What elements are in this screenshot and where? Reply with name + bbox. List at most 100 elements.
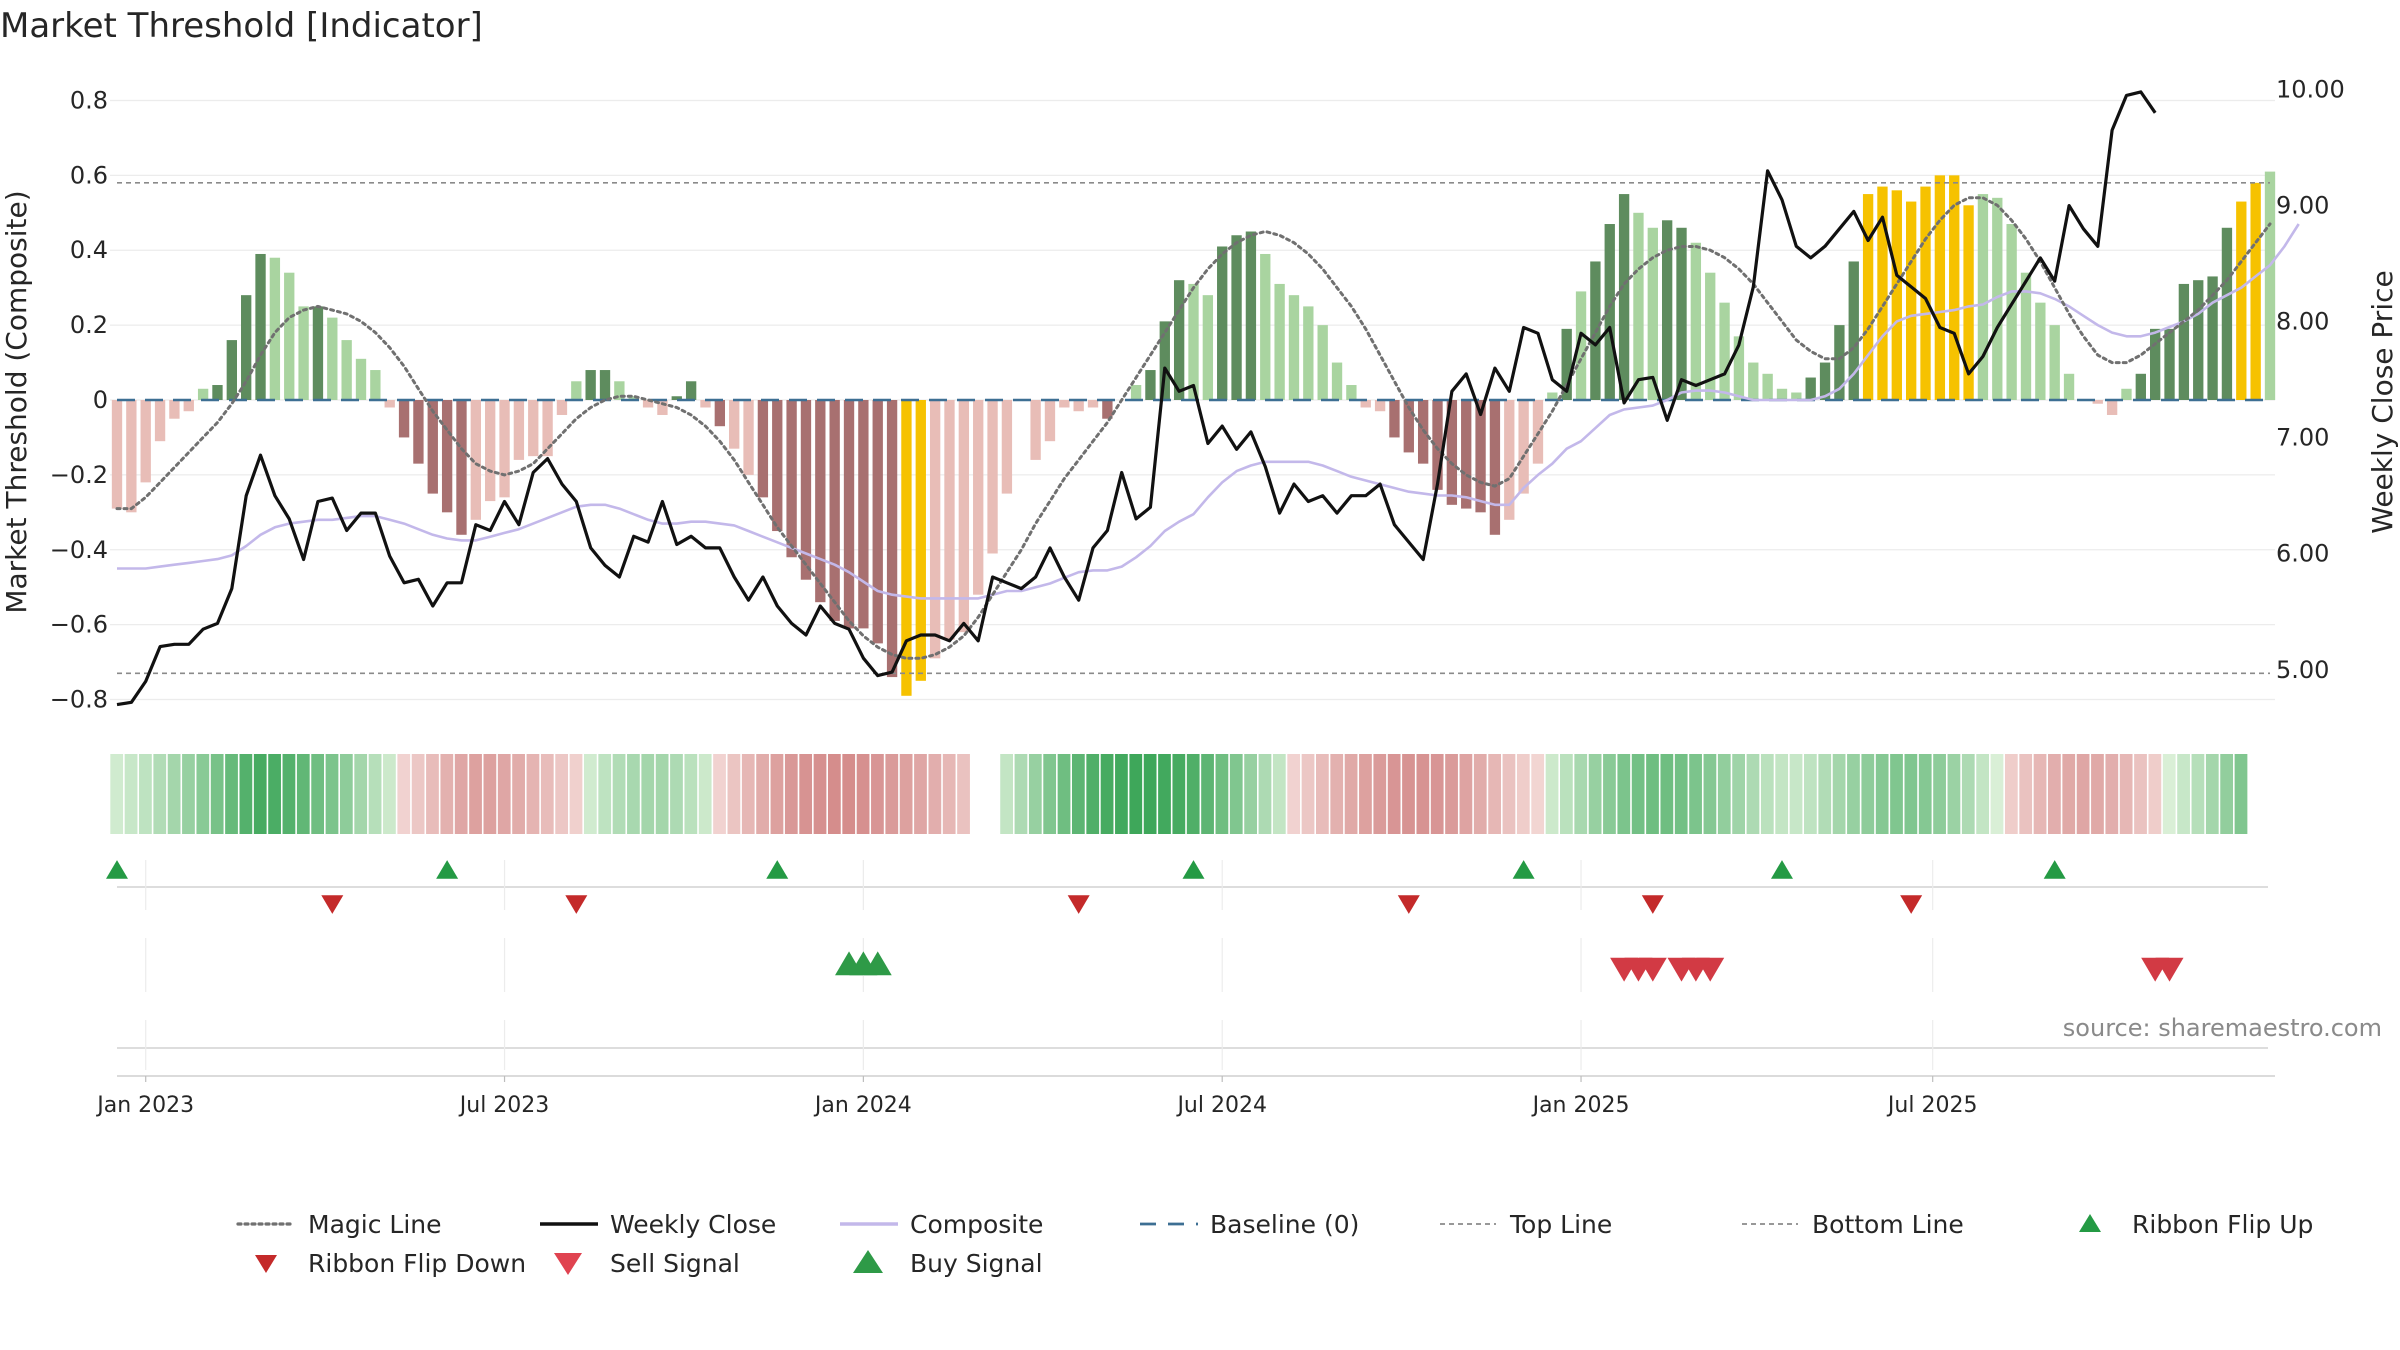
- legend-label: Buy Signal: [910, 1249, 1043, 1278]
- composite-bar: [1719, 302, 1730, 400]
- ribbon-cell: [397, 754, 411, 834]
- ribbon-cell: [153, 754, 167, 834]
- ribbon-cell: [2119, 754, 2133, 834]
- composite-bar: [1633, 212, 1644, 400]
- ribbon-cell: [756, 754, 769, 834]
- composite-bar: [1245, 231, 1257, 400]
- reference-lines: [117, 182, 2270, 675]
- ribbon-cell: [1947, 754, 1961, 834]
- composite-bar: [714, 400, 726, 427]
- axes: 0.8 0.6 0.4 0.2 0 −0.2 −0.4 −0.6 −0.8 10.00 9.00 8.…: [0, 76, 2399, 714]
- composite-bar: [2264, 171, 2276, 400]
- composite-bar: [298, 306, 309, 400]
- composite-bar: [1776, 388, 1788, 400]
- ribbon-cell: [124, 754, 138, 834]
- ribbon-cell: [813, 754, 827, 834]
- magic-line: [115, 196, 2272, 660]
- composite-bar: [858, 400, 869, 629]
- composite-bar: [1130, 385, 1142, 400]
- composite-bar: [513, 400, 525, 460]
- ribbon-cell: [684, 754, 698, 834]
- composite-bar: [485, 400, 496, 502]
- ribbon-cell: [526, 754, 540, 834]
- y-tick-label: −0.4: [50, 536, 108, 564]
- composite-bar: [269, 257, 281, 400]
- ribbon-cell: [1603, 754, 1616, 834]
- ribbon-cell: [1990, 754, 2004, 834]
- composite-bar: [571, 381, 582, 400]
- composite-bar: [2150, 328, 2161, 400]
- ribbon-cell: [1732, 754, 1746, 834]
- ribbon-cell: [1890, 754, 1903, 834]
- composite-bar: [642, 400, 654, 408]
- ribbon-cell: [899, 754, 913, 834]
- y-tick-label: 0.6: [70, 161, 108, 189]
- composite-bar: [2178, 283, 2190, 400]
- ribbon-cell: [383, 754, 396, 834]
- signal-panels: [106, 860, 2268, 1070]
- ribbon-cell: [1373, 754, 1387, 834]
- composite-bar: [2207, 276, 2218, 400]
- legend-label: Top Line: [1509, 1210, 1612, 1239]
- ribbon-cell: [1028, 754, 1042, 834]
- composite-bar: [2035, 302, 2046, 400]
- ribbon-cell: [1904, 754, 1918, 834]
- ribbon-strip: [110, 754, 2248, 834]
- ribbon-cell: [1100, 754, 1114, 834]
- ribbon-cell: [1631, 754, 1645, 834]
- ribbon-cell: [1387, 754, 1401, 834]
- composite-bar: [1489, 400, 1501, 535]
- composite-bar: [556, 400, 568, 415]
- ribbon-cell: [2191, 754, 2205, 834]
- composite-bar: [1992, 197, 2003, 400]
- sell-signal-marker: [1638, 957, 1667, 982]
- ribbon-cell: [871, 754, 884, 834]
- composite-bar: [111, 400, 123, 509]
- composite-bar: [470, 400, 482, 520]
- ribbon-cell: [239, 754, 253, 834]
- ribbon-cell: [182, 754, 195, 834]
- ribbon-cell: [1473, 754, 1487, 834]
- composite-bar: [1001, 400, 1013, 494]
- composite-bar: [915, 400, 926, 681]
- composite-bar: [1805, 377, 1816, 400]
- ribbon-cell: [885, 754, 899, 834]
- legend-item: Baseline (0): [1140, 1210, 1359, 1239]
- composite-bar: [1403, 400, 1414, 453]
- ribbon-cell: [1014, 754, 1028, 834]
- composite-bar: [1303, 306, 1314, 400]
- ribbon-cell: [1789, 754, 1803, 834]
- composite-bar: [2006, 224, 2017, 400]
- composite-bar: [1905, 201, 1917, 400]
- ribbon-cell: [1760, 754, 1774, 834]
- composite-bar: [1173, 280, 1185, 400]
- y-axis-label: Market Threshold (Composite): [0, 190, 33, 613]
- composite-bars: [111, 171, 2276, 696]
- ribbon-cell: [827, 754, 841, 834]
- ribbon-cell: [1976, 754, 1990, 834]
- ribbon-flip-up-marker: [1512, 860, 1535, 879]
- composite-bar: [2193, 280, 2204, 400]
- composite-bar: [1073, 400, 1084, 412]
- ribbon-cell: [2162, 754, 2176, 834]
- ribbon-cell: [1272, 754, 1286, 834]
- ribbon-cell: [1588, 754, 1602, 834]
- composite-bar: [441, 400, 453, 513]
- composite-bar: [599, 370, 611, 400]
- ribbon-cell: [612, 754, 626, 834]
- y-tick-label: 0.4: [70, 236, 108, 264]
- ribbon-cell: [426, 754, 439, 834]
- ribbon-flip-down-marker: [1397, 895, 1420, 914]
- ribbon-cell: [1330, 754, 1344, 834]
- composite-bar: [1791, 392, 1802, 400]
- composite-bar: [1862, 194, 1874, 400]
- ribbon-cell: [1961, 754, 1975, 834]
- ribbon-cell: [2234, 754, 2248, 834]
- ribbon-cell: [1172, 754, 1186, 834]
- ribbon-cell: [1186, 754, 1200, 834]
- composite-bar: [241, 295, 252, 400]
- y-tick-label: 0: [93, 386, 108, 414]
- ribbon-cell: [770, 754, 784, 834]
- composite-bar: [772, 400, 783, 532]
- composite-bar: [2049, 325, 2060, 400]
